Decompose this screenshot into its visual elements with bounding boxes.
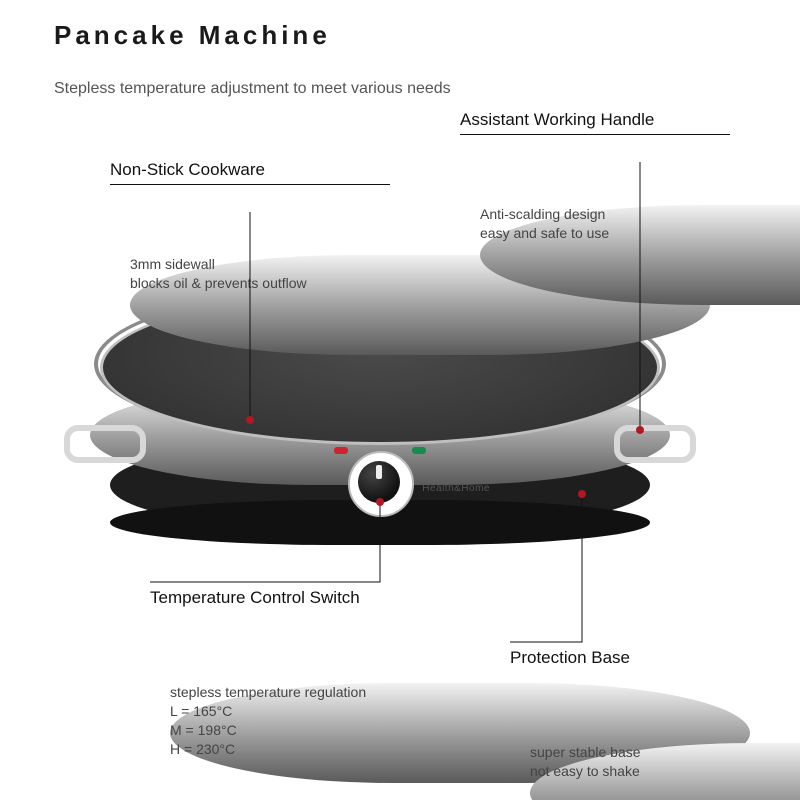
ready-led-icon (412, 447, 426, 454)
callout-title: Assistant Working Handle (460, 110, 730, 135)
brand-label: Health&Home (422, 483, 490, 494)
temperature-knob (358, 461, 400, 503)
power-led-icon (334, 447, 348, 454)
callout-body: super stable base not easy to shake (530, 743, 800, 800)
callout-title: Non-Stick Cookware (110, 160, 390, 185)
callout-handle: Assistant Working Handle Anti-scalding d… (460, 110, 730, 139)
page-title: Pancake Machine (54, 20, 331, 51)
callout-nonstick: Non-Stick Cookware 3mm sidewall blocks o… (110, 160, 390, 189)
control-panel: Health&Home (300, 445, 460, 525)
callout-title: Temperature Control Switch (150, 588, 450, 608)
callout-switch: Temperature Control Switch stepless temp… (150, 588, 450, 612)
handle-right (614, 425, 696, 463)
handle-left (64, 425, 146, 463)
page-subtitle: Stepless temperature adjustment to meet … (54, 80, 451, 98)
callout-base: Protection Base super stable base not ea… (510, 648, 740, 672)
callout-title: Protection Base (510, 648, 740, 668)
